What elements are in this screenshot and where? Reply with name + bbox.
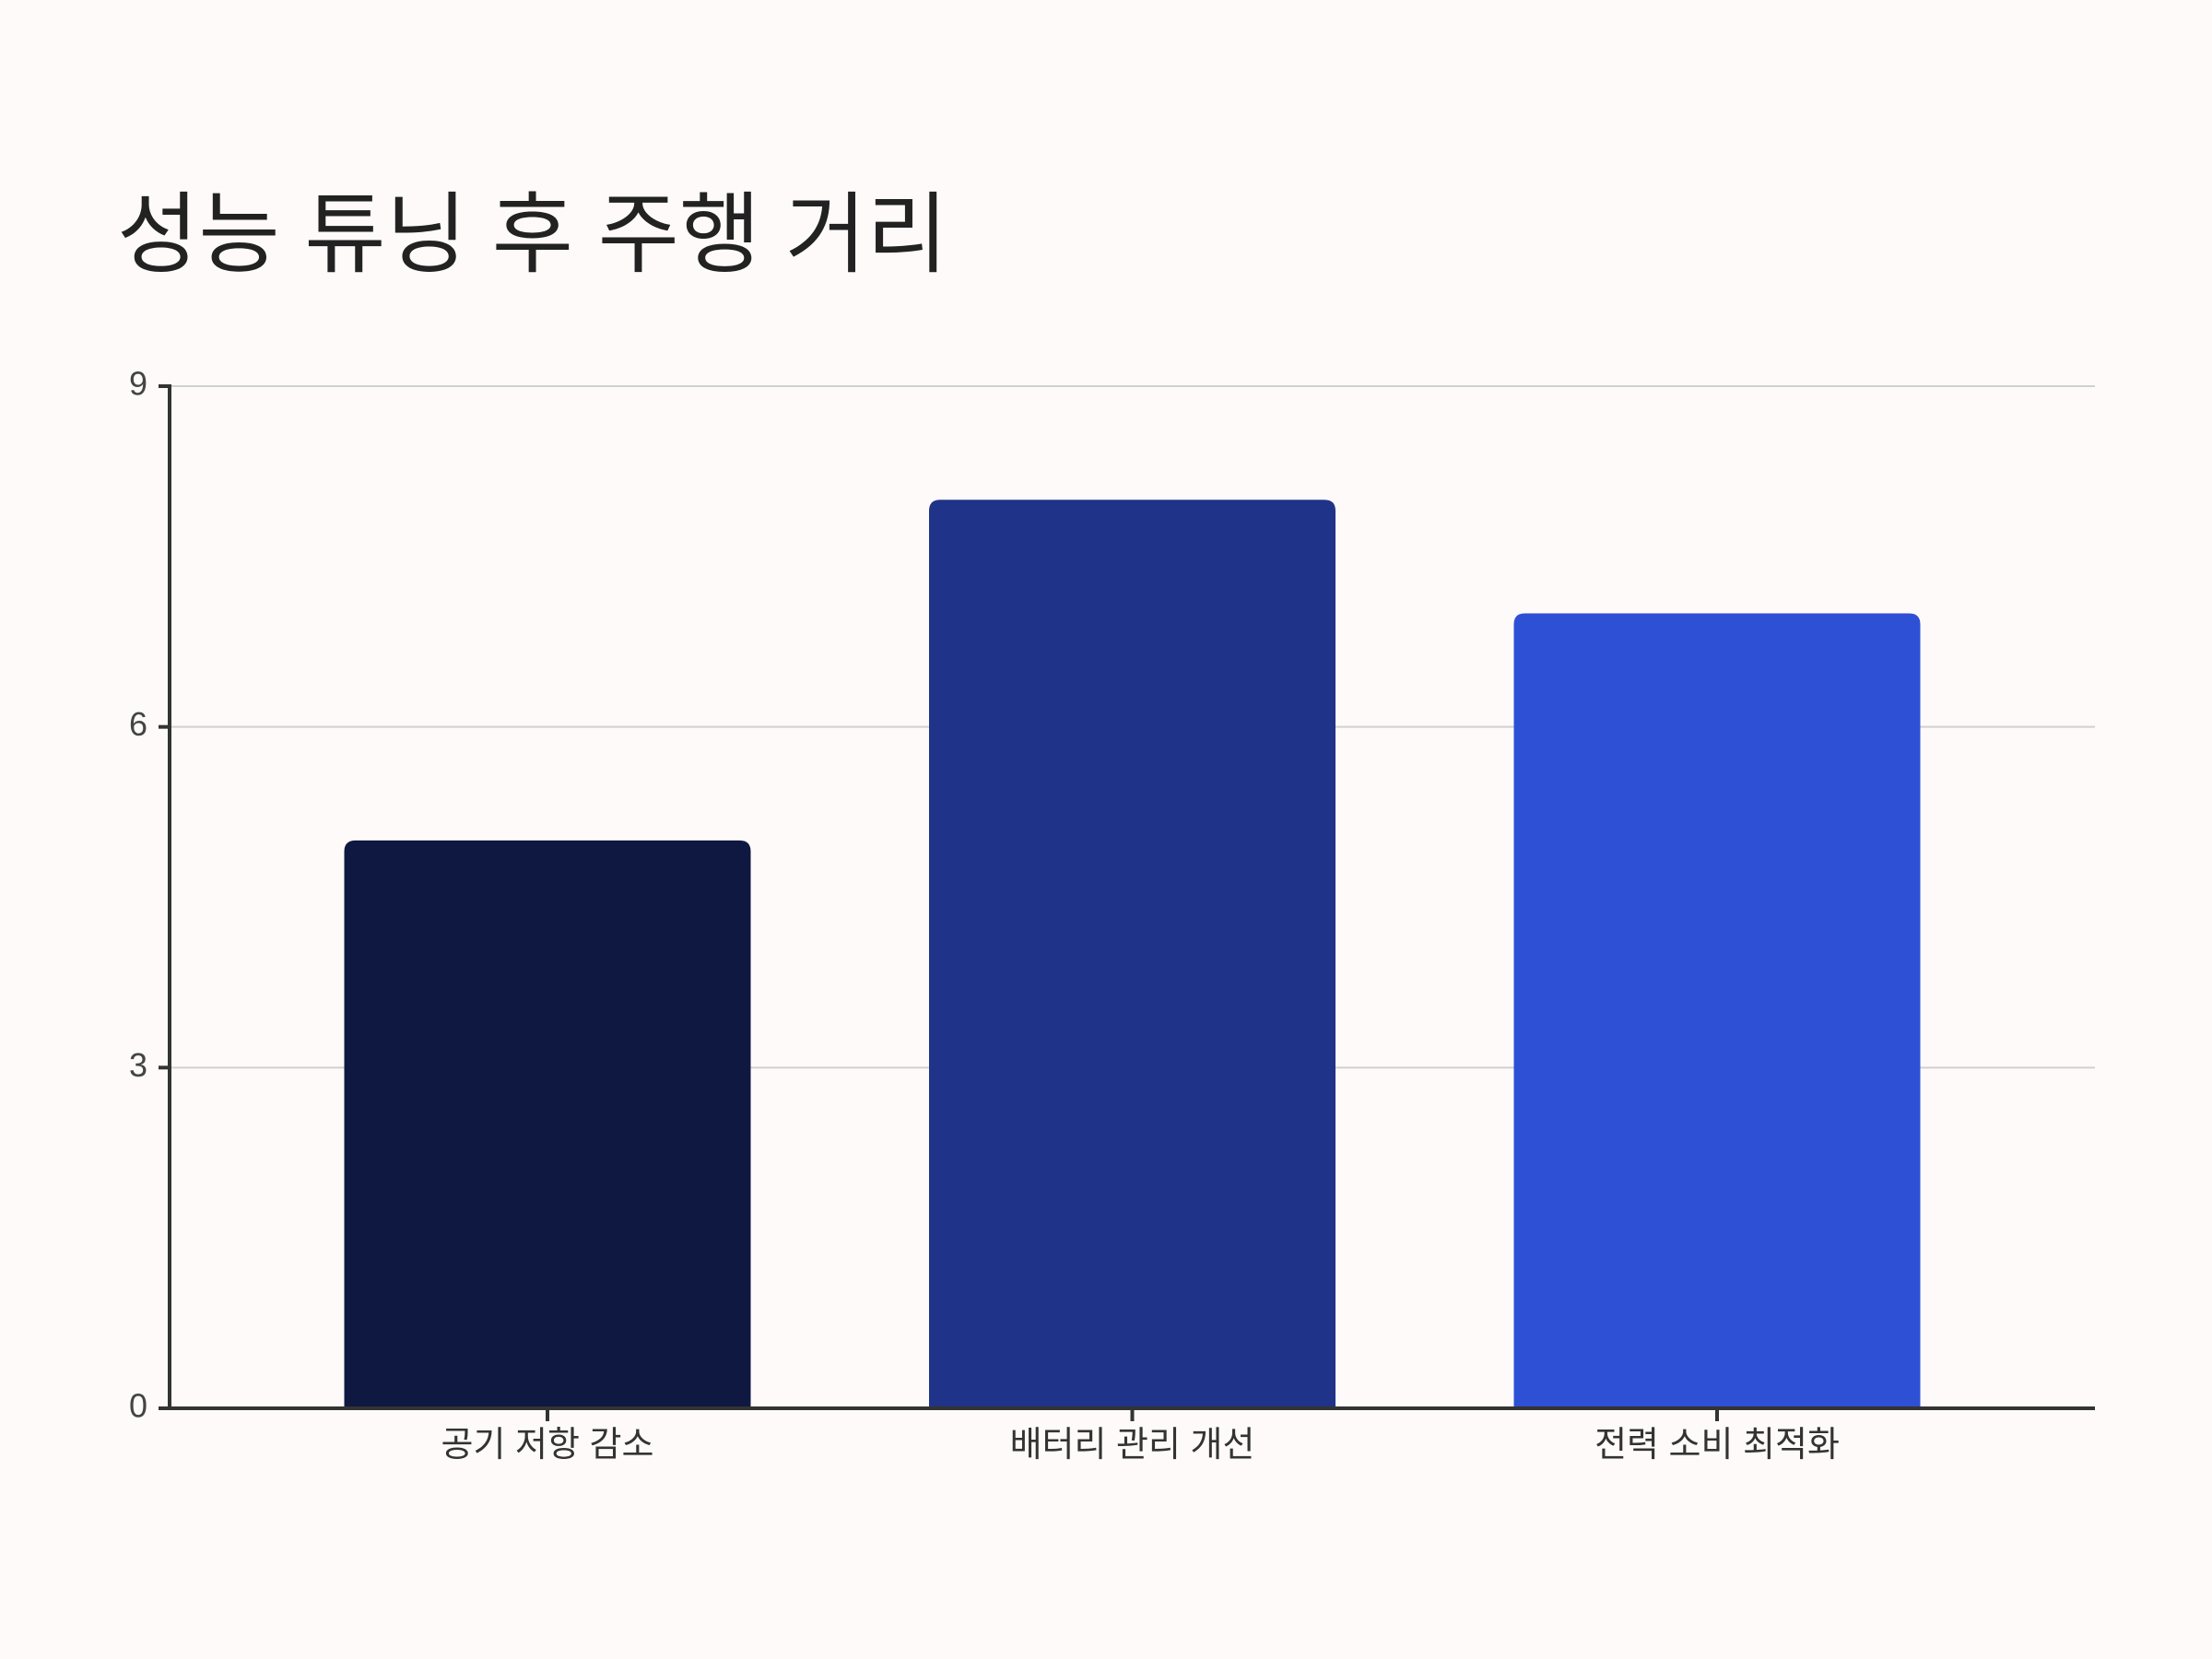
x-tick-label: 공기 저항 감소: [441, 1426, 654, 1465]
y-tick-label: 9: [129, 365, 147, 403]
y-tick-label: 3: [129, 1046, 147, 1084]
bar: [1513, 613, 1921, 1408]
chart-title: 성능 튜닝 후 주행 거리: [117, 185, 948, 284]
x-tick-label: 배터리 관리 개선: [1010, 1426, 1255, 1465]
y-tick-label: 6: [129, 705, 147, 743]
bar: [929, 500, 1335, 1408]
x-tick-label: 전력 소비 최적화: [1594, 1426, 1840, 1465]
y-tick-label: 0: [129, 1387, 147, 1425]
bar: [344, 840, 751, 1408]
